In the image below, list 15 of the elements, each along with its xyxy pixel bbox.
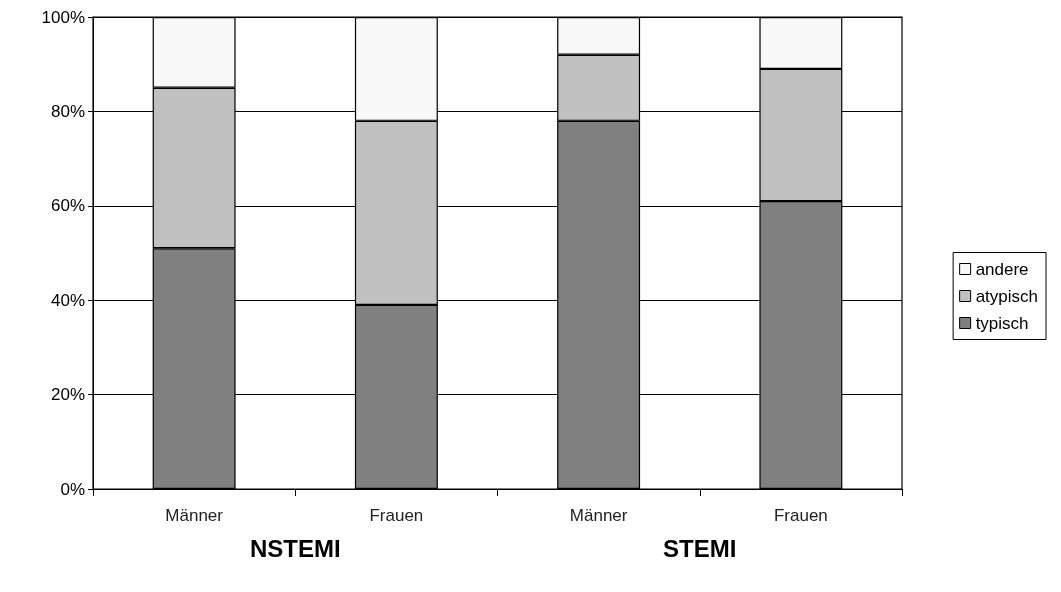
- legend-label: andere: [975, 259, 1029, 279]
- text: NSTEMI: [249, 534, 341, 562]
- text: STEMI: [663, 534, 737, 562]
- x-tick-label: Männer: [165, 506, 224, 525]
- legend-label: atypisch: [975, 286, 1039, 306]
- y-tick-label: 80%: [50, 101, 85, 121]
- y-tick-label: 60%: [50, 196, 85, 216]
- x-tick-label: Frauen: [773, 506, 828, 525]
- y-tick-label: 0%: [60, 479, 85, 499]
- y-tick-label: 40%: [50, 290, 85, 310]
- x-tick-label: Männer: [569, 506, 628, 525]
- legend-label: typisch: [975, 313, 1029, 333]
- x-tick-label: Frauen: [369, 506, 424, 525]
- y-tick-label: 20%: [50, 385, 85, 405]
- y-tick-label: 100%: [41, 7, 85, 27]
